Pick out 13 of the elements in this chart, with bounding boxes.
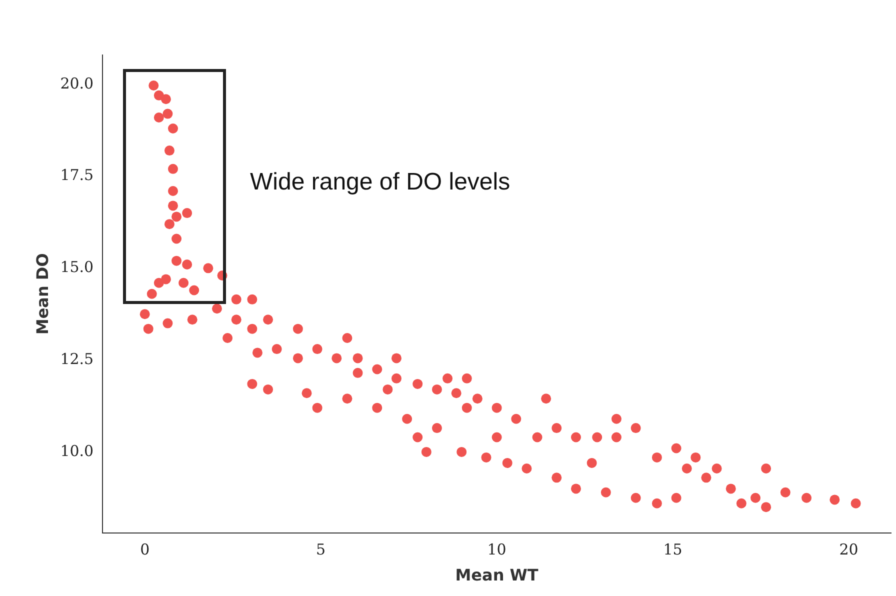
y-tick-label: 17.5 — [60, 166, 94, 184]
x-tick-label: 10 — [487, 540, 506, 559]
x-tick-label: 0 — [140, 540, 150, 559]
y-tick-label: 10.0 — [60, 442, 94, 460]
y-axis-title: Mean DO — [32, 253, 52, 335]
x-tick-label: 5 — [316, 540, 326, 559]
y-tick-label: 20.0 — [60, 74, 94, 92]
y-tick-label: 12.5 — [60, 350, 94, 368]
x-tick-label: 20 — [839, 540, 858, 559]
y-tick-label: 15.0 — [60, 258, 94, 276]
x-axis-title: Mean WT — [455, 566, 538, 585]
annotation: Wide range of DO levels — [250, 168, 510, 196]
x-tick-label: 15 — [663, 540, 682, 559]
